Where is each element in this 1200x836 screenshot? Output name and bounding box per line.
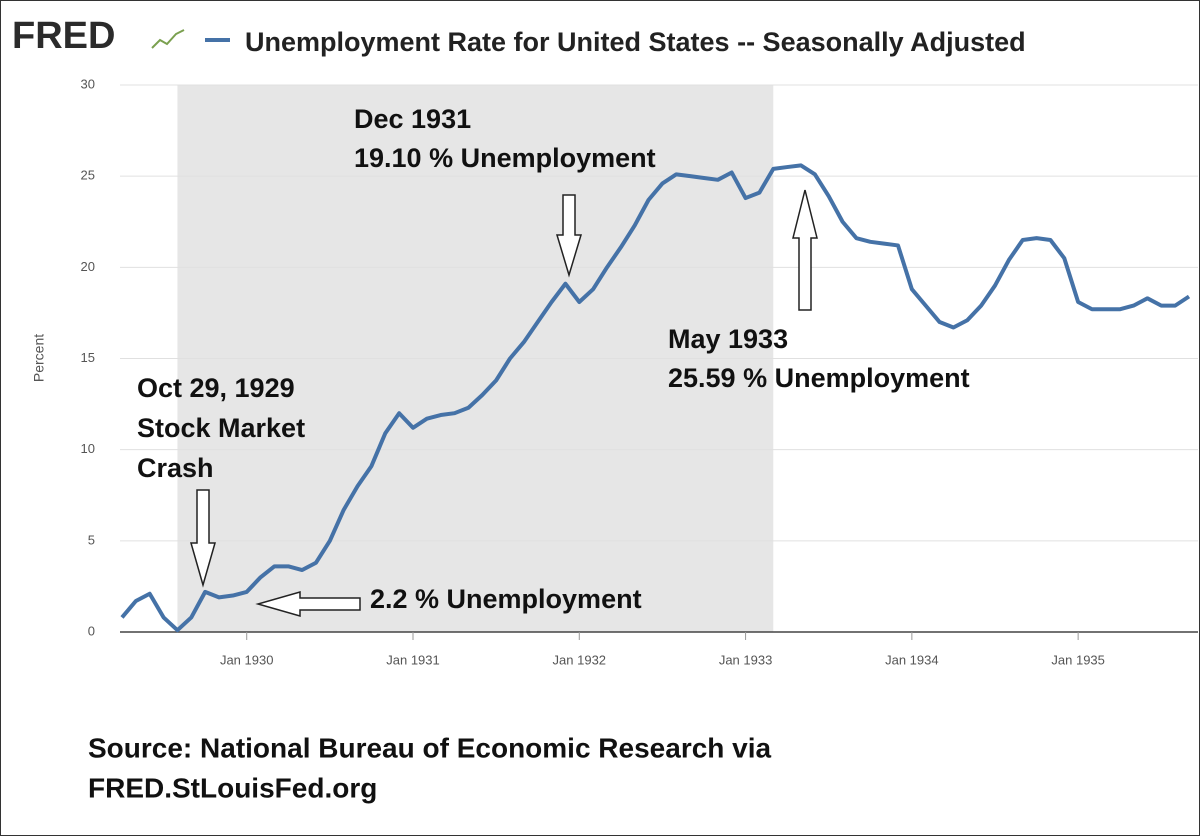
data-line: [120, 163, 1191, 633]
y-axis-label: Percent: [31, 334, 47, 382]
arrow: [255, 591, 361, 617]
x-tick-label: Jan 1931: [386, 652, 440, 667]
y-tick-label: 25: [81, 168, 95, 183]
y-tick-label: 30: [81, 76, 95, 91]
y-tick-label: 10: [81, 441, 95, 456]
annotation: 19.10 % Unemployment: [354, 143, 656, 173]
plot: 0 5 10 15 20 25 30 Jan 1930 Jan 1931 Jan 1932 Jan …: [81, 76, 1198, 667]
legend-label: Unemployment Rate for United States -- S…: [245, 27, 1026, 57]
source: FRED.StLouisFed.org: [88, 772, 377, 803]
x-tick-label: Jan 1935: [1051, 652, 1105, 667]
y-tick-label: 20: [81, 259, 95, 274]
source: Source: National Bureau of Economic Rese…: [88, 732, 772, 763]
annotation: 2.2 % Unemployment: [370, 584, 642, 614]
y-tick-label: 5: [88, 532, 95, 547]
annotation: Crash: [137, 453, 214, 483]
annotation: 25.59 % Unemployment: [668, 363, 970, 393]
annotation: Dec 1931: [354, 104, 471, 134]
y-tick-label: 15: [81, 350, 95, 365]
y-tick-label: 0: [88, 623, 95, 638]
x-tick-label: Jan 1932: [553, 652, 607, 667]
annotation: Stock Market: [137, 413, 305, 443]
arrow: [792, 189, 818, 311]
annotation: May 1933: [668, 324, 788, 354]
x-tick-label: Jan 1930: [220, 652, 274, 667]
arrow: [190, 489, 216, 588]
annotation: Oct 29, 1929: [137, 373, 295, 403]
x-tick-label: Jan 1933: [719, 652, 773, 667]
x-tick-label: Jan 1934: [885, 652, 939, 667]
logo-icon: [151, 29, 185, 49]
arrow: [555, 194, 583, 278]
logo: FRED: [12, 15, 115, 57]
